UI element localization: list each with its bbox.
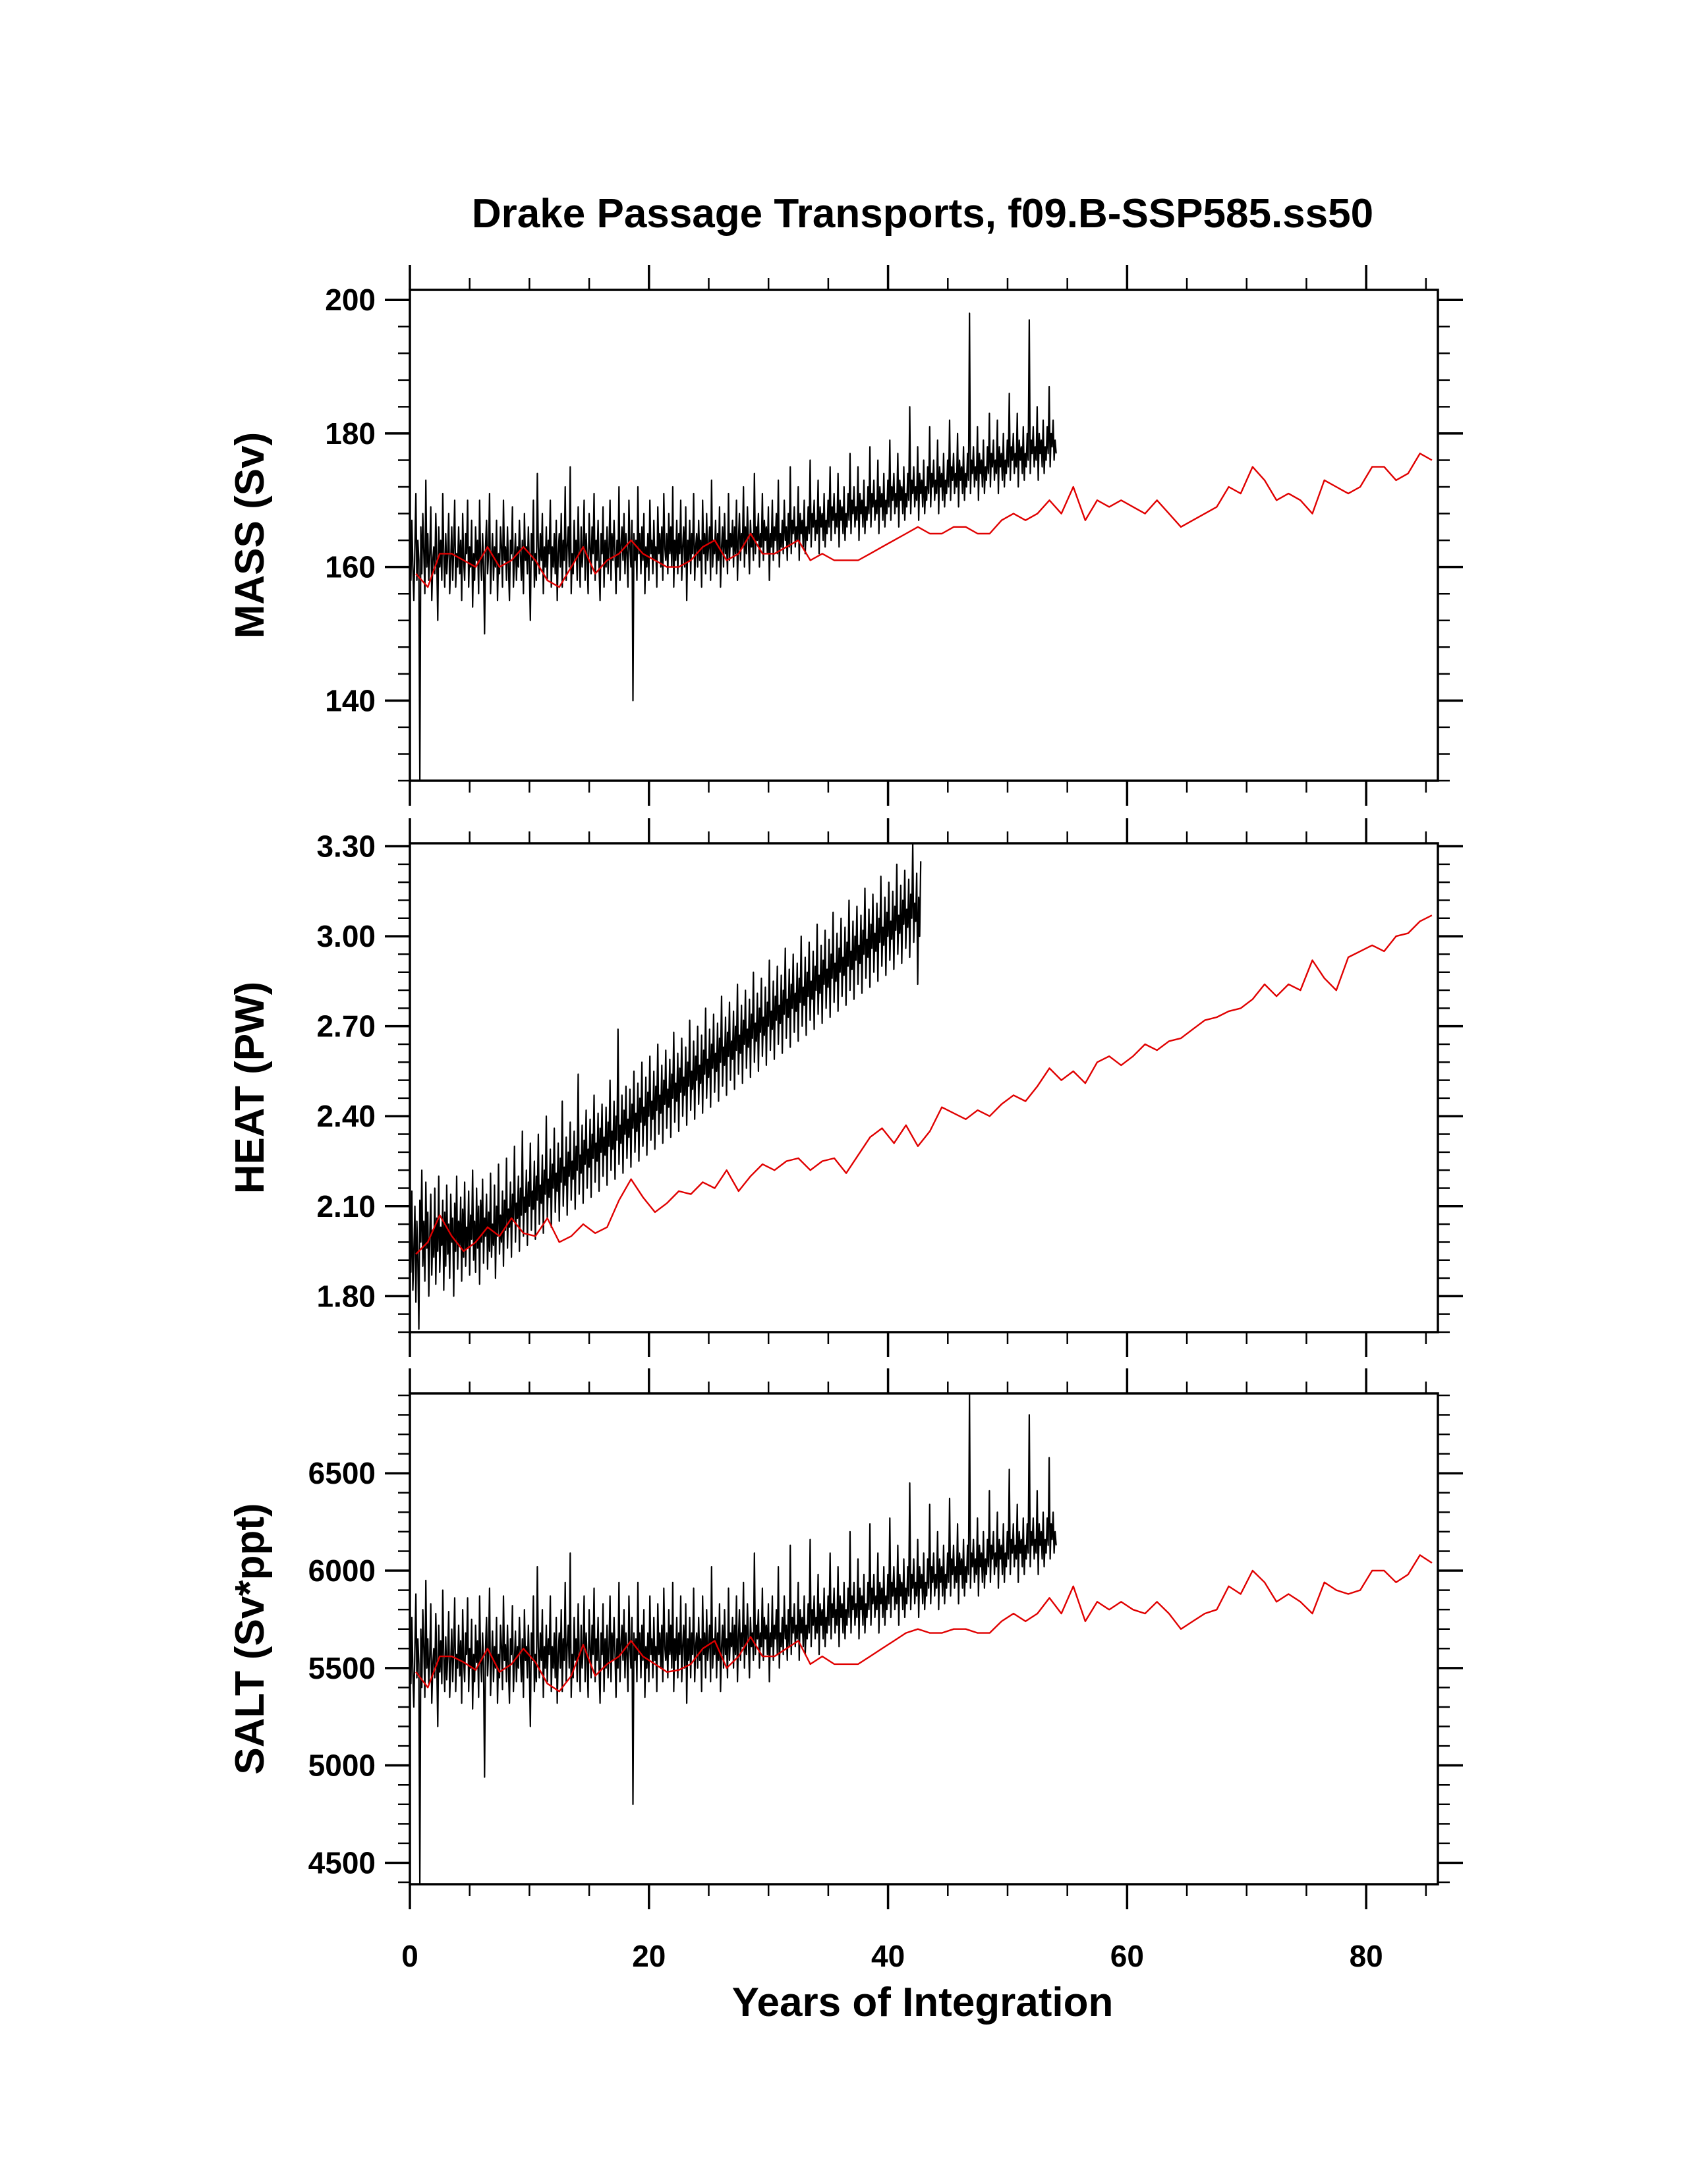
y-tick-label: 4500 — [308, 1845, 376, 1880]
y-tick-label: 160 — [325, 550, 376, 584]
y-tick-label: 2.10 — [316, 1189, 376, 1223]
x-tick-label: 60 — [1110, 1939, 1144, 1973]
y-tick-label: 2.70 — [316, 1009, 376, 1044]
salt-panel: 4500 5000 5500 6000 6500 SALT (Sv*ppt) — [227, 1368, 1463, 1909]
panel-frame — [409, 842, 1439, 1333]
y-tick-label: 3.30 — [316, 829, 376, 864]
y-tick-label: 3.00 — [316, 919, 376, 953]
x-tick-label: 40 — [871, 1939, 905, 1973]
series-line-annual-mean — [415, 1554, 1433, 1693]
x-tick-label: 20 — [632, 1939, 666, 1973]
panel-frame — [409, 289, 1439, 782]
series-line-monthly — [410, 312, 1057, 781]
x-axis-title: Years of Integration — [732, 1980, 1114, 2025]
y-tick-label: 6000 — [308, 1554, 376, 1588]
series-line-annual-mean — [415, 453, 1433, 588]
series-line-annual-mean — [415, 914, 1433, 1255]
y-axis-title: MASS (Sv) — [227, 432, 273, 638]
y-tick-label: 5500 — [308, 1651, 376, 1685]
panel-frame — [409, 1392, 1439, 1886]
y-tick-label: 2.40 — [316, 1099, 376, 1133]
series-line-monthly — [410, 1393, 1057, 1884]
chart-title: Drake Passage Transports, f09.B-SSP585.s… — [472, 191, 1373, 237]
x-tick-label: 80 — [1350, 1939, 1383, 1973]
y-axis-title: HEAT (PW) — [227, 982, 273, 1194]
y-tick-label: 140 — [325, 683, 376, 717]
heat-panel: 1.80 2.10 2.40 2.70 3.00 3.30 HEAT (PW) — [227, 818, 1463, 1357]
y-axis-title: SALT (Sv*ppt) — [227, 1503, 273, 1774]
y-tick-label: 180 — [325, 416, 376, 451]
y-tick-label: 1.80 — [316, 1279, 376, 1313]
mass-panel: 140 160 180 200 MASS (Sv) — [227, 265, 1463, 806]
x-tick-label: 0 — [401, 1939, 418, 1973]
y-tick-label: 5000 — [308, 1749, 376, 1783]
y-tick-label: 200 — [325, 283, 376, 317]
series-line-monthly — [410, 843, 922, 1330]
y-tick-label: 6500 — [308, 1456, 376, 1490]
